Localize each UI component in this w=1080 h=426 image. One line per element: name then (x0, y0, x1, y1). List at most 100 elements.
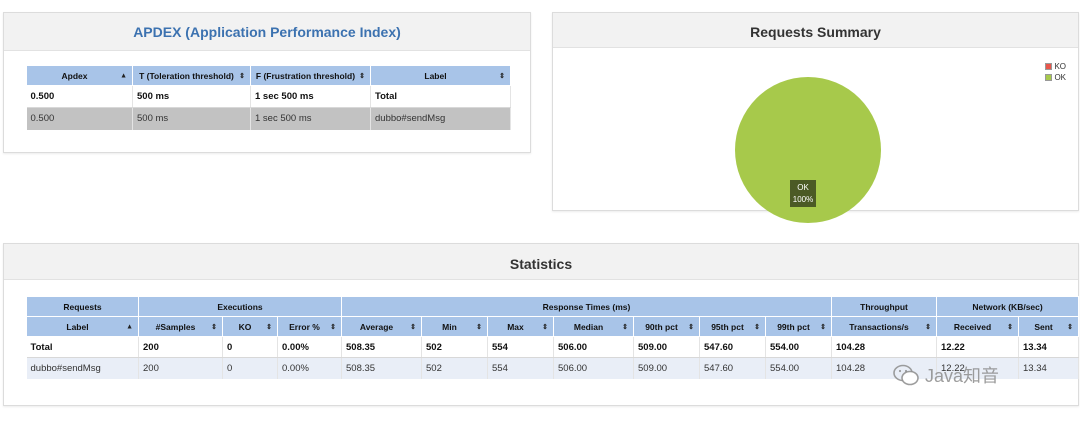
stats-header-received[interactable]: Received ⇕ (936, 316, 1020, 337)
stats-cell: 554.00 (765, 336, 833, 358)
requests-summary-title: Requests Summary (553, 13, 1078, 48)
group-header-executions: Executions (138, 296, 342, 317)
sort-icon: ⇕ (820, 323, 827, 331)
apdex-header-frustration[interactable]: F (Frustration threshold) ⇕ (250, 65, 371, 86)
statistics-panel: Statistics Requests Executions Response … (3, 243, 1080, 406)
apdex-cell: 0.500 (26, 85, 133, 108)
sort-asc-icon: ▲ (120, 72, 127, 79)
pie-label-name: OK (797, 183, 809, 192)
apdex-panel: APDEX (Application Performance Index) Ap… (3, 12, 531, 153)
stats-header-ko[interactable]: KO ⇕ (222, 316, 278, 337)
stats-cell: 554.00 (765, 357, 833, 379)
stats-header-error[interactable]: Error % ⇕ (277, 316, 342, 337)
table-row: 0.500 500 ms 1 sec 500 ms dubbo#sendMsg (26, 107, 511, 130)
sort-icon: ⇕ (925, 323, 932, 331)
stats-header-samples[interactable]: #Samples ⇕ (138, 316, 223, 337)
apdex-header-toleration[interactable]: T (Toleration threshold) ⇕ (132, 65, 251, 86)
stats-cell: 200 (138, 336, 223, 358)
pie-chart: OK 100% (735, 77, 881, 223)
stats-cell: 502 (421, 336, 488, 358)
apdex-cell: 0.500 (26, 107, 133, 130)
sort-icon: ⇕ (688, 323, 694, 331)
stats-cell: 506.00 (553, 357, 634, 379)
group-header-requests: Requests (26, 296, 139, 317)
sort-icon: ⇕ (476, 323, 482, 331)
stats-cell: dubbo#sendMsg (26, 357, 139, 379)
sort-icon: ⇕ (239, 72, 245, 80)
watermark: Java知音 (893, 362, 999, 388)
apdex-cell: 500 ms (132, 85, 251, 108)
legend-label-ok: OK (1054, 73, 1066, 82)
stats-cell: 13.34 (1018, 336, 1080, 358)
stats-header-average[interactable]: Average ⇕ (341, 316, 422, 337)
sort-icon: ⇕ (1007, 323, 1014, 331)
table-row: 0.500 500 ms 1 sec 500 ms Total (26, 85, 511, 108)
table-row: dubbo#sendMsg 200 0 0.00% 508.35 502 554… (26, 357, 1080, 379)
stats-header-sent[interactable]: Sent ⇕ (1018, 316, 1080, 337)
apdex-table: Apdex ▲ T (Toleration threshold) ⇕ F (Frus… (26, 65, 511, 130)
group-header-throughput: Throughput (831, 296, 938, 317)
stats-cell: 508.35 (341, 357, 422, 379)
stats-cell: 506.00 (553, 336, 634, 358)
stats-header-95th[interactable]: 95th pct ⇕ (699, 316, 766, 337)
sort-icon: ⇕ (1067, 323, 1074, 331)
legend-item-ko[interactable]: KO (1045, 61, 1066, 72)
statistics-table: Requests Executions Response Times (ms) … (26, 296, 1080, 379)
stats-cell: 509.00 (633, 336, 700, 358)
stats-cell: 554 (487, 336, 554, 358)
stats-cell: 0.00% (277, 357, 342, 379)
legend-item-ok[interactable]: OK (1045, 72, 1066, 83)
apdex-cell: Total (370, 85, 511, 108)
apdex-cell: 1 sec 500 ms (250, 85, 371, 108)
stats-header-min[interactable]: Min ⇕ (421, 316, 488, 337)
stats-cell: 0 (222, 357, 278, 379)
stats-header-median[interactable]: Median ⇕ (553, 316, 634, 337)
wechat-icon (893, 364, 919, 386)
pie-label-percent: 100% (793, 195, 813, 204)
stats-cell: 554 (487, 357, 554, 379)
sort-icon: ⇕ (211, 323, 217, 331)
sort-icon: ⇕ (266, 323, 272, 331)
legend-swatch-ok (1045, 74, 1053, 81)
stats-cell: 200 (138, 357, 223, 379)
stats-cell: 547.60 (699, 336, 766, 358)
stats-cell: 13.34 (1018, 357, 1080, 379)
apdex-header-label[interactable]: Label ⇕ (370, 65, 511, 86)
stats-header-90th[interactable]: 90th pct ⇕ (633, 316, 700, 337)
requests-summary-panel: Requests Summary OK 100% KO OK (552, 12, 1079, 223)
apdex-cell: 1 sec 500 ms (250, 107, 371, 130)
stats-cell: 508.35 (341, 336, 422, 358)
chart-legend: KO OK (1045, 61, 1066, 83)
stats-cell: 104.28 (831, 336, 938, 358)
legend-swatch-ko (1045, 63, 1053, 70)
sort-asc-icon: ▲ (126, 323, 133, 330)
stats-cell: 502 (421, 357, 488, 379)
sort-icon: ⇕ (542, 323, 548, 331)
apdex-header-apdex[interactable]: Apdex ▲ (26, 65, 133, 86)
pie-slice-ok[interactable] (735, 77, 881, 223)
stats-header-label[interactable]: Label ▲ (26, 316, 139, 337)
stats-cell: Total (26, 336, 139, 358)
statistics-title: Statistics (4, 244, 1078, 280)
sort-icon: ⇕ (330, 323, 336, 331)
group-header-response-times: Response Times (ms) (340, 296, 833, 317)
stats-cell: 12.22 (936, 336, 1020, 358)
sort-icon: ⇕ (359, 72, 365, 80)
table-row: Total 200 0 0.00% 508.35 502 554 506.00 … (26, 336, 1080, 358)
stats-cell: 0.00% (277, 336, 342, 358)
apdex-cell: dubbo#sendMsg (370, 107, 511, 130)
stats-cell: 509.00 (633, 357, 700, 379)
pie-slice-label: OK 100% (790, 180, 816, 207)
stats-header-99th[interactable]: 99th pct ⇕ (764, 316, 833, 337)
sort-icon: ⇕ (754, 323, 760, 331)
sort-icon: ⇕ (410, 323, 416, 331)
stats-cell: 12.22 (936, 357, 1020, 379)
watermark-text: Java知音 (925, 366, 1000, 386)
stats-cell: 0 (222, 336, 278, 358)
legend-label-ko: KO (1054, 62, 1066, 71)
stats-cell: 547.60 (699, 357, 766, 379)
stats-header-transactions[interactable]: Transactions/s ⇕ (831, 316, 938, 337)
sort-icon: ⇕ (622, 323, 628, 331)
group-header-network: Network (KB/sec) (936, 296, 1080, 317)
stats-header-max[interactable]: Max ⇕ (487, 316, 554, 337)
